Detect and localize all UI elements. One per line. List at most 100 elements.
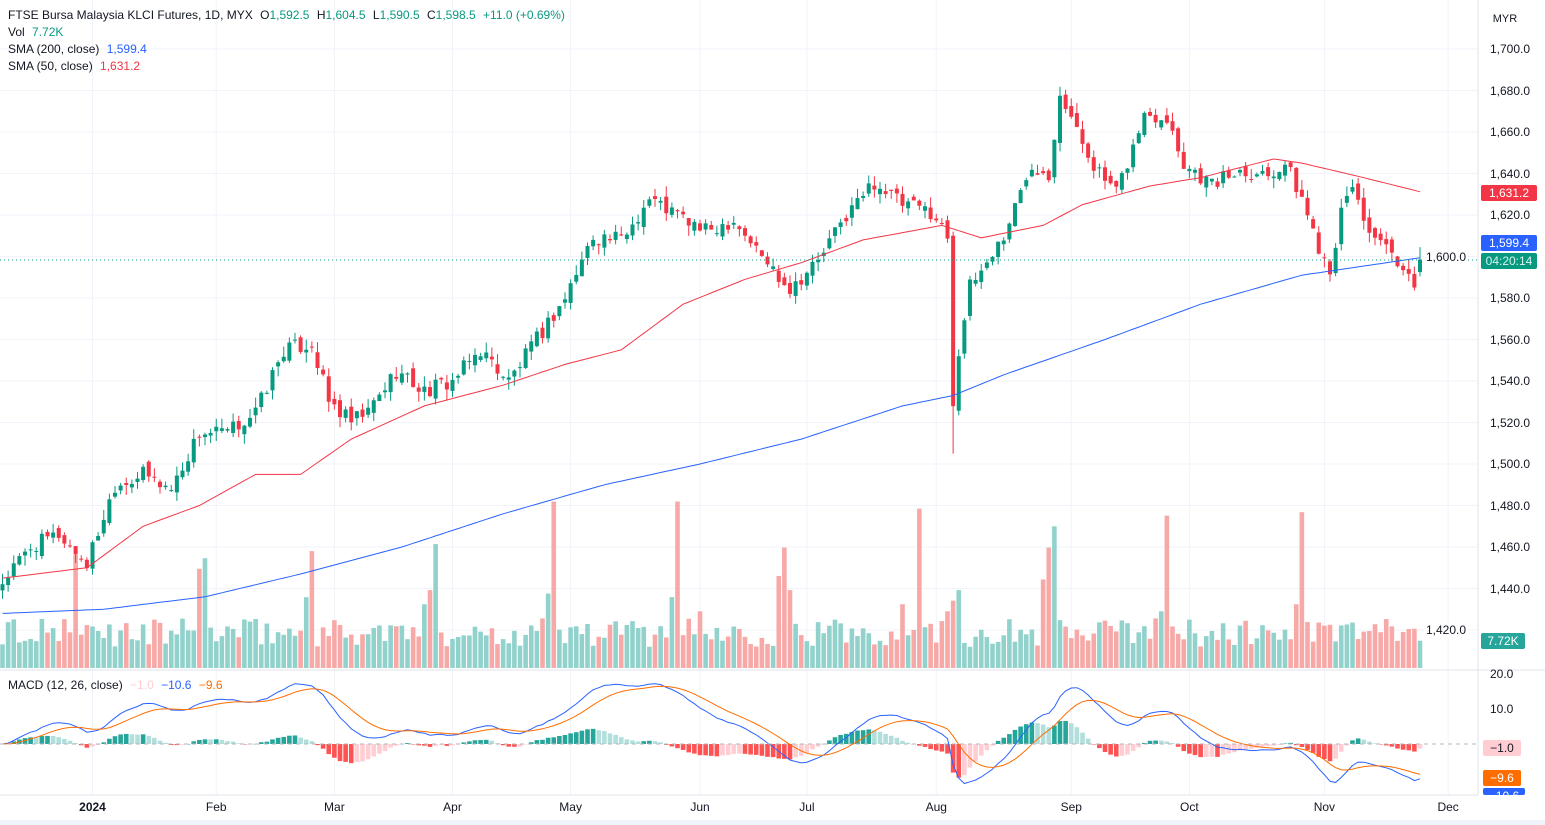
- candle-body: [1204, 176, 1209, 188]
- macd-histogram-bar: [84, 744, 90, 748]
- sma200-line: [2, 257, 1421, 614]
- candle-body: [878, 188, 882, 195]
- volume-bar: [157, 622, 163, 668]
- volume-bar: [596, 636, 602, 668]
- volume-bar: [388, 625, 393, 668]
- macd-histogram-bar: [534, 740, 540, 744]
- time-tick-label: Nov: [1313, 800, 1336, 814]
- macd-histogram-bar: [782, 744, 787, 759]
- candle-body: [900, 193, 905, 206]
- volume-bar: [348, 634, 354, 668]
- time-tick-label: Jun: [690, 800, 710, 814]
- macd-histogram-bar: [118, 734, 123, 744]
- macd-histogram-bar: [371, 744, 377, 757]
- candle-body: [231, 421, 236, 434]
- macd-histogram-bar: [827, 740, 832, 744]
- candle-body: [1041, 171, 1046, 174]
- macd-histogram-bar: [157, 740, 163, 744]
- volume-bar: [152, 619, 157, 668]
- volume-bar: [984, 637, 990, 668]
- change-value: +11.0 (+0.69%): [483, 8, 565, 22]
- sma200-legend[interactable]: SMA (200, close) 1,599.4: [8, 42, 147, 56]
- macd-histogram-bar: [489, 740, 495, 744]
- volume-bar: [1080, 635, 1085, 668]
- macd-histogram-bar: [67, 740, 73, 744]
- candle-body: [1271, 176, 1276, 179]
- volume-bar: [320, 627, 326, 668]
- price-tick-label: 1,700.0: [1490, 42, 1531, 56]
- price-tick-label: 1,600.0: [1424, 249, 1469, 264]
- volume-bar: [1113, 631, 1119, 668]
- macd-histogram-bar: [978, 744, 984, 756]
- candle-body: [563, 299, 567, 303]
- volume-bar: [534, 630, 540, 668]
- volume-bar: [557, 629, 562, 668]
- candle-body: [191, 438, 196, 463]
- volume-bar: [815, 622, 821, 668]
- volume-bar: [360, 634, 365, 668]
- macd-signal-tag: −9.6: [1483, 770, 1521, 786]
- volume-bar: [78, 634, 84, 668]
- volume-bar: [832, 619, 838, 668]
- macd-histogram-bar: [1316, 744, 1322, 757]
- candle-body: [602, 234, 607, 248]
- macd-histogram-bar: [1147, 740, 1153, 744]
- candle-body: [799, 280, 804, 285]
- candle-body: [714, 233, 719, 235]
- macd-histogram-bar: [737, 744, 742, 754]
- macd-histogram-bar: [1113, 744, 1119, 757]
- price-tick-label: 1,580.0: [1490, 291, 1531, 305]
- volume-bar: [1018, 629, 1023, 668]
- volume-bar: [1001, 635, 1007, 668]
- macd-histogram-bar: [1192, 744, 1198, 756]
- macd-histogram-bar: [917, 744, 922, 746]
- macd-histogram-bar: [320, 744, 326, 749]
- macd-histogram-bar: [1288, 742, 1293, 744]
- candle-body: [1029, 169, 1034, 177]
- macd-histogram-bar: [669, 744, 675, 747]
- macd-histogram-bar: [973, 744, 978, 762]
- volume-bar: [1350, 622, 1355, 668]
- macd-histogram-bar: [1355, 738, 1361, 744]
- candle-body: [248, 417, 252, 427]
- macd-histogram-bar: [793, 744, 798, 758]
- volume-bar: [1378, 632, 1383, 668]
- volume-bar: [1102, 620, 1108, 668]
- volume-bar: [17, 642, 22, 668]
- volume-bar: [562, 643, 568, 668]
- candle-body: [444, 382, 449, 390]
- currency-button[interactable]: MYR: [1492, 13, 1518, 25]
- bottom-strip: [0, 820, 1545, 825]
- candle-body: [1187, 168, 1192, 172]
- volume-bar: [84, 625, 90, 668]
- sma50-legend[interactable]: SMA (50, close) 1,631.2: [8, 59, 141, 73]
- volume-bar: [827, 625, 832, 668]
- macd-histogram-bar: [984, 744, 990, 751]
- volume-bar: [298, 630, 303, 668]
- candle-body: [523, 348, 528, 369]
- macd-histogram-bar: [641, 741, 647, 744]
- volume-bar: [1007, 619, 1012, 668]
- volume-legend[interactable]: Vol 7.72K: [8, 25, 64, 39]
- macd-line: [2, 683, 1421, 785]
- macd-histogram-bar: [804, 744, 810, 753]
- time-tick-label: Apr: [443, 800, 462, 814]
- volume-bar: [652, 634, 658, 668]
- volume-bar: [843, 642, 849, 668]
- volume-tag: 7.72K: [1481, 633, 1525, 649]
- volume-bar: [900, 604, 905, 668]
- volume-bar: [990, 643, 995, 668]
- macd-histogram-bar: [180, 744, 185, 745]
- volume-bar: [1091, 633, 1097, 668]
- macd-legend[interactable]: MACD (12, 26, close) −1.0 −10.6 −9.6: [8, 678, 223, 692]
- volume-bar: [393, 626, 399, 668]
- candle-body: [956, 356, 961, 411]
- volume-bar: [658, 626, 663, 668]
- macd-histogram-bar: [393, 744, 399, 746]
- volume-bar: [11, 619, 17, 668]
- macd-histogram-bar: [922, 744, 928, 747]
- volume-bar: [337, 625, 343, 668]
- candle-body: [388, 374, 393, 393]
- symbol-title[interactable]: FTSE Bursa Malaysia KLCI Futures, 1D, MY…: [8, 8, 253, 22]
